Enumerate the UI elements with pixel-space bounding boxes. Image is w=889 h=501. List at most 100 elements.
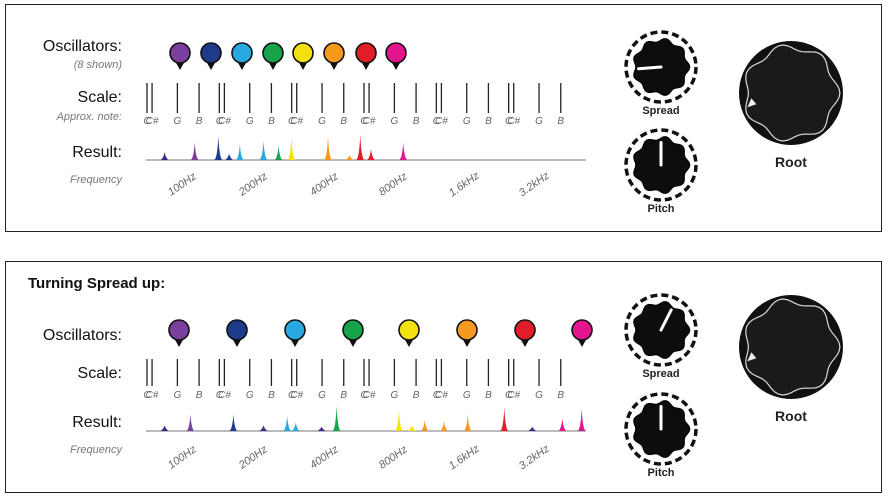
oscillator-pin-head [262,42,284,64]
knob-pointer [747,352,757,362]
frequency-tick-label: 200Hz [236,443,270,472]
oscillator-pin [355,42,377,70]
result-peak [229,414,238,431]
knob-ring [624,392,698,466]
result-peak [528,426,537,431]
oscillator-pin-head [169,42,191,64]
note-label: C [143,390,151,401]
knob-body [745,44,841,142]
spread-knob[interactable]: Spread [624,30,698,117]
result-label: Result: [72,144,122,161]
oscillator-pin-head [168,319,190,341]
scale-label: Scale: [77,89,122,106]
frequency-label: Frequency [70,174,122,186]
result-peak [287,137,296,160]
note-label: C# [146,390,159,401]
note-label: C [505,390,513,401]
note-label: B [485,390,492,401]
result-peak [407,425,416,431]
frequency-tick-label: 800Hz [377,443,410,471]
knob-pointer [637,65,663,71]
root-knob[interactable]: Root [739,41,843,170]
note-label: C [288,116,296,127]
result-peak [259,140,268,160]
oscillator-pin [168,319,190,347]
result-peak [259,425,268,431]
result-peak [186,414,195,431]
oscillator-pin-head [226,319,248,341]
note-label: G [390,390,398,401]
knob-label: Root [775,154,807,170]
note-label: G [535,116,543,127]
note-label: G [463,390,471,401]
knob-ring [624,30,698,104]
result-label: Result: [72,414,122,431]
result-peak [291,422,300,431]
result-peak [190,142,199,160]
note-label: B [340,390,347,401]
oscillators-count-note: (8 shown) [73,59,122,71]
frequency-tick-label: 100Hz [166,170,199,198]
frequency-tick-label: 3.2kHz [517,170,552,200]
frequency-tick-label: 800Hz [377,170,410,198]
result-peak [345,155,354,160]
note-label: G [246,390,254,401]
note-label: B [196,390,203,401]
oscillator-pin [200,42,222,70]
spread-knob[interactable]: Spread [624,293,698,380]
pitch-knob[interactable]: Pitch [624,128,698,215]
note-label: C# [435,116,448,127]
knob-body [745,298,841,396]
result-peak [440,421,449,431]
note-label: B [340,116,347,127]
note-label: B [557,116,564,127]
result-peak [367,148,375,160]
approx-note-label: Approx. note: [56,111,122,123]
frequency-tick-label: 1.6kHz [447,170,482,200]
root-knob[interactable]: Root [739,295,843,424]
oscillator-pin-head [231,42,253,64]
oscillator-pin-head [342,319,364,341]
oscillator-pin-head [284,319,306,341]
knob-label: Spread [642,105,679,117]
oscillator-pin-head [571,319,593,341]
note-label: G [246,116,254,127]
result-peak [500,407,509,431]
note-label: C [433,116,441,127]
note-label: B [268,390,275,401]
note-label: C [288,390,296,401]
note-label: B [196,116,203,127]
frequency-tick-label: 200Hz [236,170,270,199]
result-peak [283,415,292,431]
result-peak [332,405,341,431]
knob-label: Pitch [648,467,675,479]
result-peak [324,136,332,160]
oscillator-pin-head [323,42,345,64]
note-label: C# [290,116,303,127]
oscillator-pin [284,319,306,347]
result-peak [274,145,283,160]
note-label: G [535,390,543,401]
note-label: C [433,390,441,401]
scale-label: Scale: [77,365,122,382]
note-label: C# [507,390,520,401]
pitch-knob[interactable]: Pitch [624,392,698,479]
note-label: G [173,116,181,127]
note-label: C# [218,390,231,401]
note-label: G [318,390,326,401]
note-label: C [216,390,224,401]
oscillator-pin [262,42,284,70]
diagram-panel-spread-up: Turning Spread up: Oscillators: Scale: R… [5,261,882,493]
frequency-tick-label: 400Hz [308,170,341,198]
result-peak [235,144,244,160]
knob-label: Pitch [648,203,675,215]
result-peak [356,134,365,160]
knob-ring [624,128,698,202]
oscillator-pin [342,319,364,347]
note-label: B [413,390,420,401]
note-label: G [318,116,326,127]
oscillator-pin-head [514,319,536,341]
oscillator-pin [169,42,191,70]
note-label: B [413,116,420,127]
